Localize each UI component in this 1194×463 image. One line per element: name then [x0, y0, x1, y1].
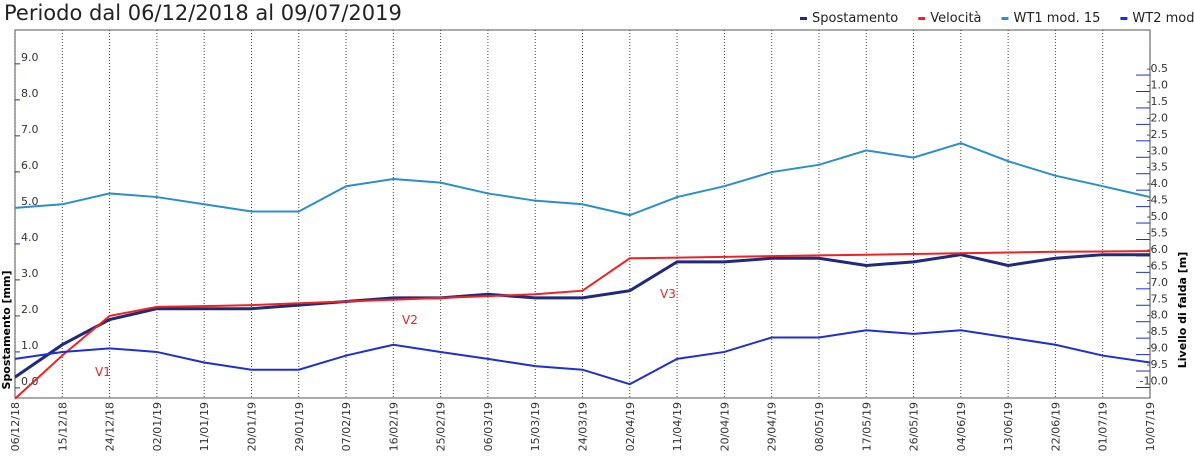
y-tick-label: 5.0	[21, 195, 39, 208]
x-tick-label: 29/04/19	[766, 402, 779, 451]
y-tick-label: 3.0	[21, 267, 39, 280]
y2-tick-label: -1.0	[1147, 78, 1168, 91]
x-tick-label: 11/01/19	[198, 402, 211, 451]
y-tick-label: 4.0	[21, 231, 39, 244]
x-tick-label: 01/07/19	[1097, 402, 1110, 451]
x-tick-label: 26/05/19	[908, 402, 921, 451]
annotation: V2	[402, 313, 418, 327]
y2-tick-label: -4.0	[1147, 177, 1168, 190]
y2-tick-label: -5.0	[1147, 210, 1168, 223]
legend-swatch	[1120, 17, 1128, 20]
x-tick-label: 10/07/19	[1144, 402, 1157, 451]
y2-tick-label: -4.5	[1147, 194, 1168, 207]
x-tick-label: 04/06/19	[955, 402, 968, 451]
legend-entry: WT2 mod. 5	[1132, 11, 1194, 26]
x-tick-label: 15/03/19	[529, 402, 542, 451]
annotation: V3	[660, 287, 676, 301]
x-tick-label: 06/12/18	[9, 402, 22, 451]
x-tick-label: 24/12/18	[104, 402, 117, 451]
x-tick-label: 11/04/19	[671, 402, 684, 451]
x-tick-label: 02/01/19	[151, 402, 164, 451]
series-line	[14, 142, 1151, 217]
y2-axis-title: Livello di falda [m]	[1176, 252, 1189, 368]
y2-tick-label: -5.5	[1147, 226, 1168, 239]
legend-swatch	[918, 17, 926, 20]
y2-tick-label: -8.0	[1147, 309, 1168, 322]
y2-tick-label: -2.0	[1147, 111, 1168, 124]
x-tick-label: 29/01/19	[293, 402, 306, 451]
legend-entry: Velocità	[930, 11, 981, 26]
y2-tick-label: -2.5	[1147, 128, 1168, 141]
legend-entry: Spostamento	[812, 11, 898, 26]
y2-tick-label: -10.0	[1140, 374, 1168, 387]
x-tick-label: 07/02/19	[340, 402, 353, 451]
y2-tick-label: -1.5	[1147, 95, 1168, 108]
y2-tick-label: -7.0	[1147, 276, 1168, 289]
x-tick-label: 13/06/19	[1002, 402, 1015, 451]
chart-title: Periodo dal 06/12/2018 al 09/07/2019	[4, 1, 402, 25]
y2-tick-label: -6.0	[1147, 243, 1168, 256]
y2-tick-label: -6.5	[1147, 259, 1168, 272]
series-line	[14, 253, 1150, 379]
x-tick-label: 25/02/19	[435, 402, 448, 451]
y2-tick-label: -7.5	[1147, 292, 1168, 305]
x-tick-label: 08/05/19	[813, 402, 826, 451]
y-tick-label: 2.0	[21, 303, 39, 316]
x-tick-label: 15/12/18	[56, 402, 69, 451]
x-tick-label: 16/02/19	[387, 402, 400, 451]
y2-tick-label: -3.5	[1147, 161, 1168, 174]
y-tick-label: 8.0	[21, 87, 39, 100]
y2-tick-label: -8.5	[1147, 325, 1168, 338]
legend-swatch	[800, 17, 807, 20]
legend-entry: WT1 mod. 15	[1014, 11, 1101, 26]
annotation: V1	[95, 365, 111, 379]
x-tick-label: 02/04/19	[624, 402, 637, 451]
x-tick-label: 06/03/19	[482, 402, 495, 451]
series-line	[14, 250, 1151, 400]
x-tick-label: 20/04/19	[718, 402, 731, 451]
x-tick-label: 17/05/19	[860, 402, 873, 451]
y-axis-title: Spostamento [mm]	[0, 271, 13, 390]
y2-tick-label: -9.0	[1147, 342, 1168, 355]
x-tick-label: 24/03/19	[577, 402, 590, 451]
x-tick-label: 22/06/19	[1049, 402, 1062, 451]
y2-tick-label: -9.5	[1147, 358, 1168, 371]
y-tick-label: 6.0	[21, 159, 39, 172]
legend-swatch	[1001, 17, 1009, 20]
series-line	[14, 329, 1151, 386]
y-tick-label: 9.0	[21, 51, 39, 64]
x-tick-label: 20/01/19	[245, 402, 258, 451]
y2-tick-label: -0.5	[1147, 62, 1168, 75]
y-tick-label: 0.0	[21, 375, 39, 388]
y-tick-label: 1.0	[21, 339, 39, 352]
y-tick-label: 7.0	[21, 123, 39, 136]
y2-tick-label: -3.0	[1147, 144, 1168, 157]
